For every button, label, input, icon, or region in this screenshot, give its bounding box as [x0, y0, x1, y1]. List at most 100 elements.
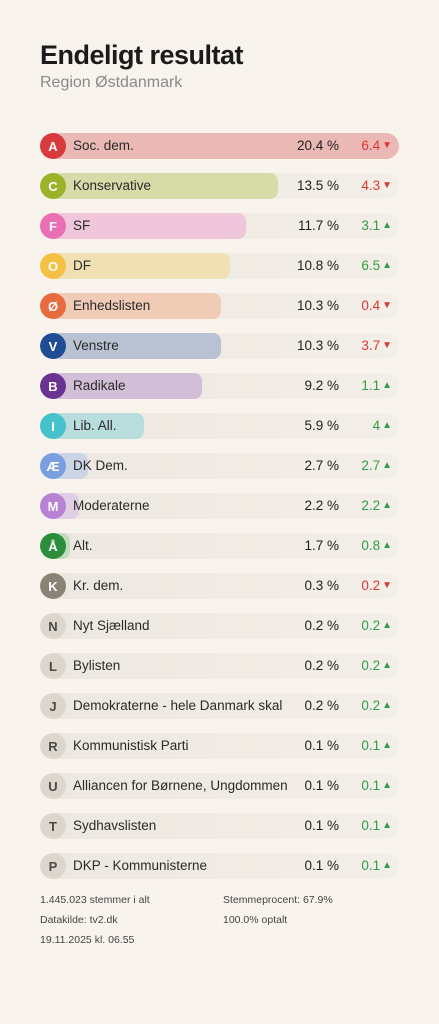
- party-percentage: 0.3 %: [304, 578, 339, 593]
- party-name: Demokraterne - hele Danmark skal: [73, 698, 283, 713]
- party-letter-badge: I: [40, 413, 66, 439]
- page-title: Endeligt resultat: [40, 40, 244, 70]
- triangle-up-icon: ▲: [382, 660, 392, 671]
- party-change: 0.1 ▲: [361, 853, 392, 879]
- party-change: 4.3 ▼: [361, 173, 392, 199]
- party-row: O DF 10.8 % 6.5 ▲: [40, 253, 399, 279]
- party-change: 0.1 ▲: [361, 813, 392, 839]
- party-name: Enhedslisten: [73, 298, 151, 313]
- party-letter-badge: A: [40, 133, 66, 159]
- party-row: P DKP - Kommunisterne 0.1 % 0.1 ▲: [40, 853, 399, 879]
- party-letter-badge: R: [40, 733, 66, 759]
- change-value: 4: [372, 418, 381, 433]
- party-change: 0.2 ▲: [361, 613, 392, 639]
- party-row: J Demokraterne - hele Danmark skal 0.2 % 0.…: [40, 693, 399, 719]
- party-letter-badge: P: [40, 853, 66, 879]
- triangle-up-icon: ▲: [382, 700, 392, 711]
- triangle-down-icon: ▼: [382, 300, 392, 311]
- triangle-up-icon: ▲: [382, 780, 392, 791]
- party-row: I Lib. All. 5.9 % 4 ▲: [40, 413, 399, 439]
- party-name: SF: [73, 218, 91, 233]
- party-percentage: 0.1 %: [304, 858, 339, 873]
- party-change: 6.4 ▼: [361, 133, 392, 159]
- change-value: 0.8: [361, 538, 381, 553]
- party-bar: [40, 373, 202, 399]
- triangle-up-icon: ▲: [382, 420, 392, 431]
- party-percentage: 10.8 %: [296, 258, 339, 273]
- party-bar: [40, 333, 221, 359]
- triangle-down-icon: ▼: [382, 180, 392, 191]
- party-name: Lib. All.: [73, 418, 117, 433]
- party-name: Alt.: [73, 538, 93, 553]
- party-percentage: 0.2 %: [304, 658, 339, 673]
- change-value: 1.1: [361, 378, 381, 393]
- party-percentage: 0.1 %: [304, 738, 339, 753]
- party-change: 2.2 ▲: [361, 493, 392, 519]
- triangle-down-icon: ▼: [382, 340, 392, 351]
- party-row: Ø Enhedslisten 10.3 % 0.4 ▼: [40, 293, 399, 319]
- change-value: 0.2: [361, 658, 381, 673]
- results-chart: A Soc. dem. 20.4 % 6.4 ▼ C Konservative 13.5 % 4…: [40, 133, 399, 893]
- party-letter-badge: V: [40, 333, 66, 359]
- party-row: U Alliancen for Børnene, Ungdommen 0.1 % 0.…: [40, 773, 399, 799]
- triangle-down-icon: ▼: [382, 140, 392, 151]
- change-value: 0.1: [361, 738, 381, 753]
- party-percentage: 11.7 %: [297, 218, 339, 233]
- change-value: 6.4: [361, 138, 381, 153]
- party-letter-badge: U: [40, 773, 66, 799]
- party-percentage: 1.7 %: [304, 538, 339, 553]
- party-percentage: 5.9 %: [304, 418, 339, 433]
- party-row: K Kr. dem. 0.3 % 0.2 ▼: [40, 573, 399, 599]
- triangle-up-icon: ▲: [382, 820, 392, 831]
- party-change: 1.1 ▲: [361, 373, 392, 399]
- party-change: 6.5 ▲: [361, 253, 392, 279]
- change-value: 6.5: [361, 258, 381, 273]
- triangle-up-icon: ▲: [382, 260, 392, 271]
- party-change: 2.7 ▲: [361, 453, 392, 479]
- party-change: 0.2 ▲: [361, 693, 392, 719]
- party-row: Æ DK Dem. 2.7 % 2.7 ▲: [40, 453, 399, 479]
- triangle-up-icon: ▲: [382, 540, 392, 551]
- party-name: Kommunistisk Parti: [73, 738, 189, 753]
- party-name: DKP - Kommunisterne: [73, 858, 208, 873]
- party-bar: [40, 173, 278, 199]
- party-percentage: 0.1 %: [304, 778, 339, 793]
- party-change: 0.1 ▲: [361, 773, 392, 799]
- party-letter-badge: M: [40, 493, 66, 519]
- party-letter-badge: O: [40, 253, 66, 279]
- party-row: F SF 11.7 % 3.1 ▲: [40, 213, 399, 239]
- change-value: 2.2: [361, 498, 381, 513]
- footer-left: 1.445.023 stemmer i alt Datakilde: tv2.d…: [40, 890, 150, 950]
- party-letter-badge: Å: [40, 533, 66, 559]
- party-row: C Konservative 13.5 % 4.3 ▼: [40, 173, 399, 199]
- party-row: A Soc. dem. 20.4 % 6.4 ▼: [40, 133, 399, 159]
- change-value: 4.3: [361, 178, 381, 193]
- triangle-up-icon: ▲: [382, 620, 392, 631]
- party-row: V Venstre 10.3 % 3.7 ▼: [40, 333, 399, 359]
- party-percentage: 13.5 %: [296, 178, 339, 193]
- party-percentage: 9.2 %: [304, 378, 339, 393]
- counted-status: 100.0% optalt: [223, 914, 288, 926]
- triangle-down-icon: ▼: [382, 580, 392, 591]
- party-percentage: 2.7 %: [304, 458, 339, 473]
- party-bar: [40, 293, 221, 319]
- change-value: 2.7: [361, 458, 381, 473]
- party-change: 4 ▲: [373, 413, 392, 439]
- party-name: Kr. dem.: [73, 578, 124, 593]
- data-source: Datakilde: tv2.dk: [40, 914, 118, 926]
- party-bar: [40, 213, 246, 239]
- party-change: 0.2 ▲: [361, 653, 392, 679]
- party-letter-badge: J: [40, 693, 66, 719]
- total-votes: 1.445.023 stemmer i alt: [40, 894, 150, 906]
- change-value: 0.2: [361, 698, 381, 713]
- party-percentage: 0.2 %: [304, 698, 339, 713]
- party-letter-badge: Ø: [40, 293, 66, 319]
- party-percentage: 20.4 %: [296, 138, 339, 153]
- party-row: L Bylisten 0.2 % 0.2 ▲: [40, 653, 399, 679]
- triangle-up-icon: ▲: [382, 220, 392, 231]
- triangle-up-icon: ▲: [382, 380, 392, 391]
- party-change: 0.1 ▲: [361, 733, 392, 759]
- turnout: Stemmeprocent: 67.9%: [223, 894, 333, 906]
- party-name: DK Dem.: [73, 458, 128, 473]
- party-name: Konservative: [73, 178, 152, 193]
